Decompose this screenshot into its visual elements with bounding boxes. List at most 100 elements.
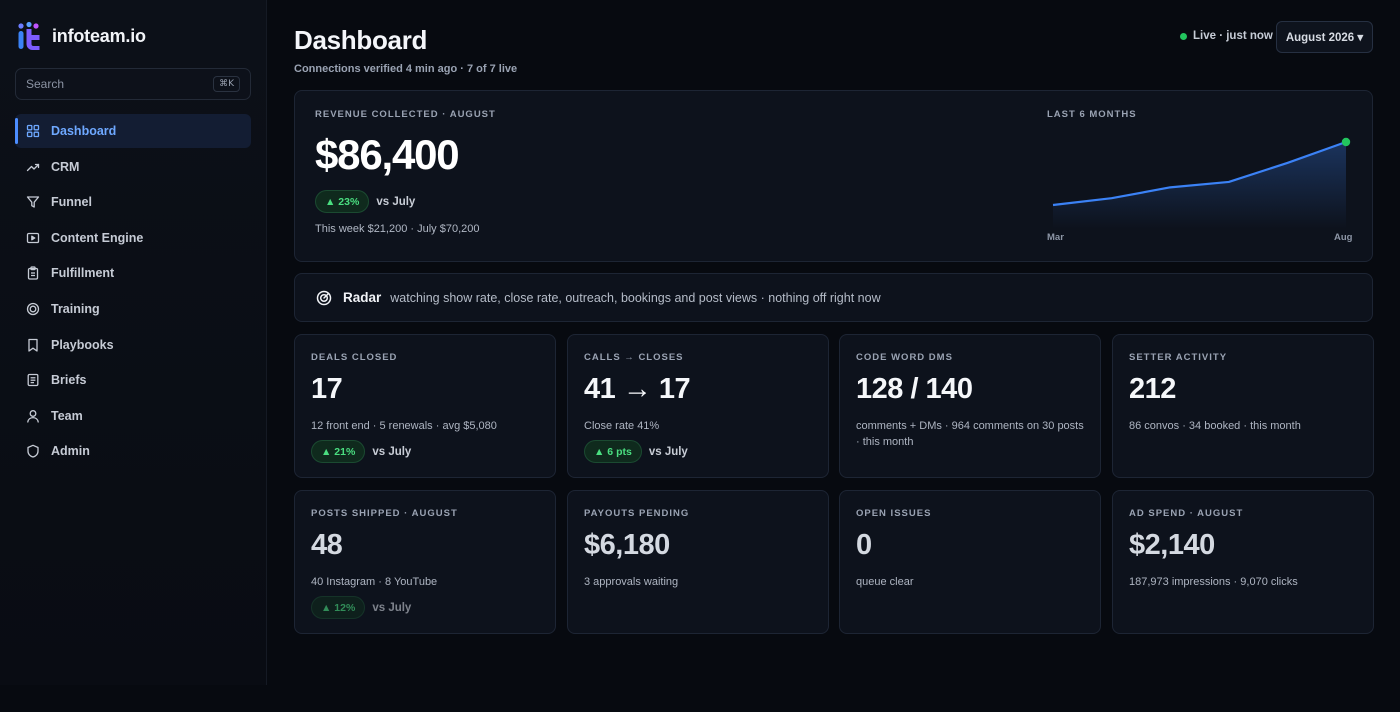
stat-label: CODE WORD DMS xyxy=(856,352,953,363)
sidebar-item-label: CRM xyxy=(51,159,80,174)
revenue-card: REVENUE COLLECTED · AUGUST $86,400 ▲ 23%… xyxy=(294,90,1373,262)
sidebar-item-label: Training xyxy=(51,301,100,316)
stat-desc: 12 front end · 5 renewals · avg $5,080 xyxy=(311,420,497,432)
delta-vs: vs July xyxy=(372,445,412,458)
stat-value: 0 xyxy=(856,529,872,561)
stat-desc: 86 convos · 34 booked · this month xyxy=(1129,420,1301,432)
sidebar-item-team[interactable]: Team xyxy=(15,399,251,433)
filter-icon xyxy=(26,195,40,209)
stat-value: 41 → 17 xyxy=(584,373,691,405)
sidebar-item-fulfillment[interactable]: Fulfillment xyxy=(15,256,251,290)
delta-badge: ▲ 23% xyxy=(315,190,370,213)
sparkline-line xyxy=(1052,140,1347,207)
sidebar-item-training[interactable]: Training xyxy=(15,292,251,326)
sidebar-item-label: Briefs xyxy=(51,373,87,388)
x-tick-label: Aug xyxy=(1334,232,1353,243)
shield-icon xyxy=(26,444,40,458)
stat-card-calls-closes[interactable]: CALLS → CLOSES 41 → 17 Close rate 41% ▲ … xyxy=(567,334,829,478)
stat-label: CALLS → CLOSES xyxy=(584,352,684,363)
connections-status: Connections verified 4 min ago · 7 of 7 … xyxy=(294,63,518,75)
stat-desc: 40 Instagram · 8 YouTube xyxy=(311,576,438,588)
radar-title: Radar xyxy=(343,290,382,305)
live-status: Live · just now xyxy=(1180,30,1273,42)
stat-card-open-issues[interactable]: OPEN ISSUES 0 queue clear xyxy=(839,490,1101,634)
stat-card-ad-spend[interactable]: AD SPEND · AUGUST $2,140 187,973 impress… xyxy=(1112,490,1374,634)
month-selector[interactable]: August 2026 ▾ xyxy=(1276,21,1373,53)
live-status-text: Live · just now xyxy=(1193,30,1273,42)
delta-badge: ▲ 21% xyxy=(311,440,366,463)
sidebar-item-briefs[interactable]: Briefs xyxy=(15,363,251,397)
revenue-label: REVENUE COLLECTED · AUGUST xyxy=(315,109,496,120)
stat-value: 128 / 140 xyxy=(856,373,973,405)
sparkline-point xyxy=(1341,137,1351,147)
delta-vs: vs July xyxy=(372,601,412,614)
video-icon xyxy=(26,231,40,245)
stat-value: 17 xyxy=(311,373,343,405)
revenue-delta: ▲ 23% vs July xyxy=(315,190,415,213)
delta-vs: vs July xyxy=(376,195,416,208)
stat-label: DEALS CLOSED xyxy=(311,352,398,363)
brand-name: infoteam.io xyxy=(52,25,146,46)
sidebar-item-label: Content Engine xyxy=(51,230,144,245)
stat-card-setter-activity[interactable]: SETTER ACTIVITY 212 86 convos · 34 booke… xyxy=(1112,334,1374,478)
stat-label: SETTER ACTIVITY xyxy=(1129,352,1228,363)
brand[interactable]: infoteam.io xyxy=(16,20,146,52)
revenue-value: $86,400 xyxy=(315,131,460,178)
search-shortcut: ⌘K xyxy=(213,76,240,92)
sidebar-item-playbooks[interactable]: Playbooks xyxy=(15,328,251,362)
live-dot-icon xyxy=(1180,32,1187,40)
stat-delta: ▲ 12% vs July xyxy=(311,596,411,619)
revenue-sparkline xyxy=(1052,137,1351,229)
delta-vs: vs July xyxy=(648,445,688,458)
logo-icon xyxy=(16,21,42,51)
stat-label: AD SPEND · AUGUST xyxy=(1129,508,1244,519)
stat-card-posts-shipped[interactable]: POSTS SHIPPED · AUGUST 48 40 Instagram ·… xyxy=(294,490,556,634)
sidebar-item-label: Dashboard xyxy=(51,124,117,138)
sidebar-item-label: Team xyxy=(51,408,83,423)
stat-value: $2,140 xyxy=(1129,529,1215,561)
trending-up-icon xyxy=(26,160,40,174)
stat-desc: Close rate 41% xyxy=(584,420,660,432)
search-placeholder: Search xyxy=(26,77,65,91)
x-tick-label: Mar xyxy=(1047,232,1064,243)
delta-badge: ▲ 12% xyxy=(311,596,366,619)
stat-label: POSTS SHIPPED · AUGUST xyxy=(311,508,458,519)
search-input[interactable]: Search ⌘K xyxy=(15,68,251,100)
grid-icon xyxy=(26,124,40,138)
stat-label: PAYOUTS PENDING xyxy=(584,508,690,519)
user-icon xyxy=(26,409,40,423)
chart-title: LAST 6 MONTHS xyxy=(1047,109,1137,120)
stat-label: OPEN ISSUES xyxy=(856,508,932,519)
stat-card-code-word-dms[interactable]: CODE WORD DMS 128 / 140 comments + DMs ·… xyxy=(839,334,1101,478)
stat-desc: queue clear xyxy=(856,576,914,588)
stat-delta: ▲ 21% vs July xyxy=(311,440,411,463)
delta-badge: ▲ 6 pts xyxy=(584,440,642,463)
stat-desc: 187,973 impressions · 9,070 clicks xyxy=(1129,576,1298,588)
stat-value: 212 xyxy=(1129,373,1176,405)
sidebar-item-label: Fulfillment xyxy=(51,266,115,281)
stat-value: $6,180 xyxy=(584,529,670,561)
stat-delta: ▲ 6 pts vs July xyxy=(584,440,688,463)
sidebar: infoteam.io Search ⌘K Dashboard CRM Funn… xyxy=(0,0,267,685)
sidebar-nav: Dashboard CRM Funnel Content Engine Fulf… xyxy=(15,114,251,470)
radar-icon xyxy=(316,290,332,306)
stat-desc: comments + DMs · 964 comments on 30 post… xyxy=(856,420,1084,448)
bookmark-icon xyxy=(26,338,40,352)
sidebar-item-dashboard[interactable]: Dashboard xyxy=(15,114,251,148)
stat-desc: 3 approvals waiting xyxy=(584,576,679,588)
document-icon xyxy=(26,373,40,387)
sidebar-item-label: Funnel xyxy=(51,195,92,210)
sidebar-item-funnel[interactable]: Funnel xyxy=(15,185,251,219)
target-icon xyxy=(26,302,40,316)
page-title: Dashboard xyxy=(294,25,428,55)
stat-card-payouts-pending[interactable]: PAYOUTS PENDING $6,180 3 approvals waiti… xyxy=(567,490,829,634)
clipboard-icon xyxy=(26,266,40,281)
sidebar-item-admin[interactable]: Admin xyxy=(15,434,251,468)
radar-banner: Radar watching show rate, close rate, ou… xyxy=(294,273,1373,322)
stat-value: 48 xyxy=(311,529,343,561)
sidebar-item-crm[interactable]: CRM xyxy=(15,150,251,184)
sidebar-item-label: Admin xyxy=(51,444,90,459)
sidebar-item-content-engine[interactable]: Content Engine xyxy=(15,221,251,255)
stat-card-deals-closed[interactable]: DEALS CLOSED 17 12 front end · 5 renewal… xyxy=(294,334,556,478)
revenue-breakdown: This week $21,200 · July $70,200 xyxy=(315,223,480,235)
